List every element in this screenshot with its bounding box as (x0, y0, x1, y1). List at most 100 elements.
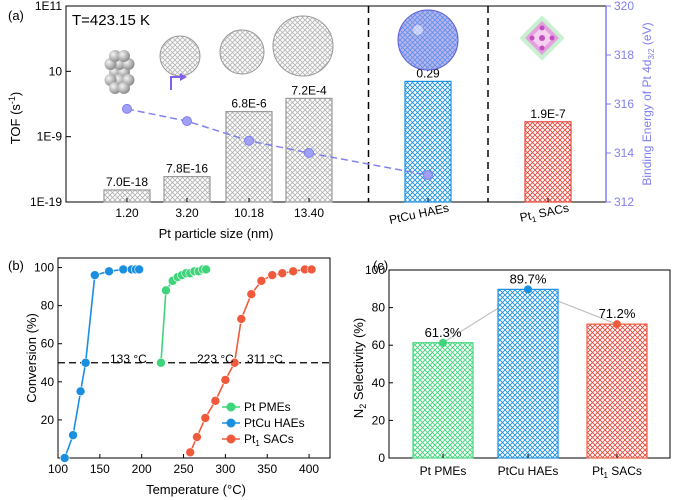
catalyst-label-ptcu-haes: PtCu HAEs (498, 464, 559, 478)
panel-c: (c) 0 20 40 60 80 100 61.3% 89.7% 71.2% Pt PMEs… (351, 258, 671, 480)
conversion-point-pt1-sacs (200, 413, 211, 423)
selectivity-axis-title: N2 Selectivity (%) (351, 318, 368, 418)
conversion-axis-ticks: 20 40 60 80 100 (34, 261, 62, 427)
panel-b-letter: (b) (8, 258, 24, 273)
binding-energy-point-3-20 (182, 116, 192, 127)
right-tick-label: 316 (614, 97, 634, 111)
right-tick-label: 318 (614, 48, 634, 62)
conversion-point-pt1-sacs (220, 375, 231, 385)
tof-value-label-13-40: 7.2E-4 (291, 83, 327, 97)
group-separators (367, 6, 489, 202)
selectivity-point-pt-pmes (439, 338, 447, 347)
conversion-tick-label: 80 (41, 299, 55, 313)
pt1sac-t50-label: 311 °C (247, 352, 283, 366)
temperature-tick-label: 300 (215, 462, 235, 476)
legend-label-pt1-sacs: Pt1 SACs (244, 432, 294, 448)
conversion-tick-label: 60 (41, 337, 55, 351)
legend-item-pt-pmes: Pt PMEs (222, 400, 291, 414)
selectivity-tick-label: 60 (372, 338, 386, 352)
tof-bar-3-20 (163, 175, 211, 203)
selectivity-bar-pt-pmes (412, 342, 474, 459)
conversion-point-pt1-sacs (267, 270, 278, 280)
category-label-13-40: 13.40 (294, 206, 324, 220)
selectivity-value-label-pt-pmes: 61.3% (425, 325, 462, 340)
tof-bar-10-18 (225, 111, 273, 203)
conversion-point-pt1-sacs (256, 276, 267, 286)
category-label-pt1-sacs: Pt1 SACs (519, 201, 571, 227)
legend-label-ptcu-haes: PtCu HAEs (244, 416, 305, 430)
conversion-point-pt1-sacs (306, 264, 317, 275)
binding-energy-point-13-40 (304, 148, 314, 158)
conversion-point-ptcu-haes (134, 264, 144, 275)
right-axis-ticks: 312 314 316 318 320 (605, 0, 634, 209)
ptcu-hae-illustration (397, 9, 459, 71)
binding-energy-point-1-20 (122, 103, 132, 114)
conversion-point-pt1-sacs (229, 357, 240, 368)
conversion-point-pt1-sacs (192, 432, 202, 442)
arrow-head-icon (180, 73, 187, 81)
selectivity-axis-ticks: 0 20 40 60 80 100 (365, 263, 393, 465)
panel-a: (a) T=423.15 K 1E-19 1E-9 10 1E11 312 314 316… (7, 0, 656, 241)
legend-item-pt1-sacs: Pt1 SACs (222, 432, 294, 448)
conversion-tick-label: 20 (41, 413, 55, 427)
conversion-point-ptcu-haes (80, 357, 91, 368)
conversion-point-ptcu-haes (118, 264, 129, 275)
temperature-tick-label: 350 (257, 462, 277, 476)
conversion-point-ptcu-haes (75, 386, 86, 397)
cluster-3p2nm-illustration (159, 35, 201, 77)
selectivity-tick-label: 0 (378, 451, 385, 465)
selectivity-tick-label: 20 (372, 413, 386, 427)
conversion-point-pt1-sacs (210, 396, 221, 406)
conversion-point-ptcu-haes (59, 453, 70, 463)
cluster-13nm-illustration (272, 15, 334, 77)
right-tick-label: 312 (614, 195, 634, 209)
selectivity-value-label-ptcu-haes: 89.7% (510, 271, 547, 286)
selectivity-bar-ptcu-haes (497, 288, 559, 459)
legend-label-pt-pmes: Pt PMEs (244, 400, 291, 414)
cluster-10nm-illustration (219, 29, 265, 75)
tof-value-label-1-20: 7.0E-18 (106, 175, 148, 189)
selectivity-value-label-pt1-sacs: 71.2% (599, 306, 636, 321)
conversion-point-pt-pmes (201, 264, 211, 275)
catalyst-labels: Pt PMEs PtCu HAEs Pt1 SACs (420, 454, 642, 480)
ptcu-t50-label: 133 °C (110, 352, 147, 366)
right-tick-label: 314 (614, 146, 634, 160)
temperature-tick-label: 200 (132, 462, 152, 476)
selectivity-tick-label: 40 (372, 376, 386, 390)
conversion-point-ptcu-haes (68, 430, 78, 440)
conversion-point-ptcu-haes (90, 270, 100, 280)
conversion-point-pt1-sacs (288, 266, 298, 277)
category-label-10-18: 10.18 (234, 206, 264, 220)
selectivity-point-pt1-sacs (613, 320, 621, 329)
left-axis-ticks: 1E-19 1E-9 10 1E11 (30, 0, 71, 209)
right-tick-label: 320 (614, 0, 634, 13)
conversion-tick-label: 40 (41, 375, 55, 389)
ptpme-t50-label: 223 °C (197, 352, 234, 366)
category-label-ptcu-haes: PtCu HAEs (388, 201, 450, 227)
tof-value-label-3-20: 7.8E-16 (166, 162, 208, 176)
pt1-sac-illustration (519, 15, 565, 61)
particle-size-axis-title: Pt particle size (nm) (159, 226, 274, 241)
conversion-point-pt-pmes (161, 285, 171, 296)
category-label-1-20: 1.20 (115, 206, 139, 220)
temperature-annotation: T=423.15 K (72, 12, 150, 29)
tof-value-labels: 7.0E-187.8E-166.8E-67.2E-40.291.9E-7 (106, 66, 566, 189)
left-tick-label: 1E-19 (30, 195, 62, 209)
conversion-point-pt1-sacs (246, 289, 257, 299)
binding-energy-point-ptcu-haes (423, 170, 433, 181)
conversion-line-pt-pmes (160, 268, 207, 363)
nanoparticle-illustrations (104, 9, 565, 94)
conversion-point-pt1-sacs (185, 447, 196, 458)
left-tick-label: 1E-9 (37, 130, 63, 144)
legend-item-ptcu-haes: PtCu HAEs (222, 416, 305, 430)
cluster-1p2nm-illustration (104, 50, 135, 94)
binding-energy-point-10-18 (244, 135, 254, 146)
binding-energy-axis-title: Binding Energy of Pt 4d3/2 (eV) (640, 22, 656, 185)
temperature-axis-ticks: 100 150 200 250 300 350 400 (48, 454, 319, 476)
panel-c-letter: (c) (373, 258, 388, 273)
tof-bar-pt1-sacs (524, 121, 572, 203)
selectivity-bar-pt1-sacs (586, 323, 648, 459)
conversion-point-ptcu-haes (104, 266, 114, 277)
conversion-point-pt1-sacs (236, 314, 247, 324)
